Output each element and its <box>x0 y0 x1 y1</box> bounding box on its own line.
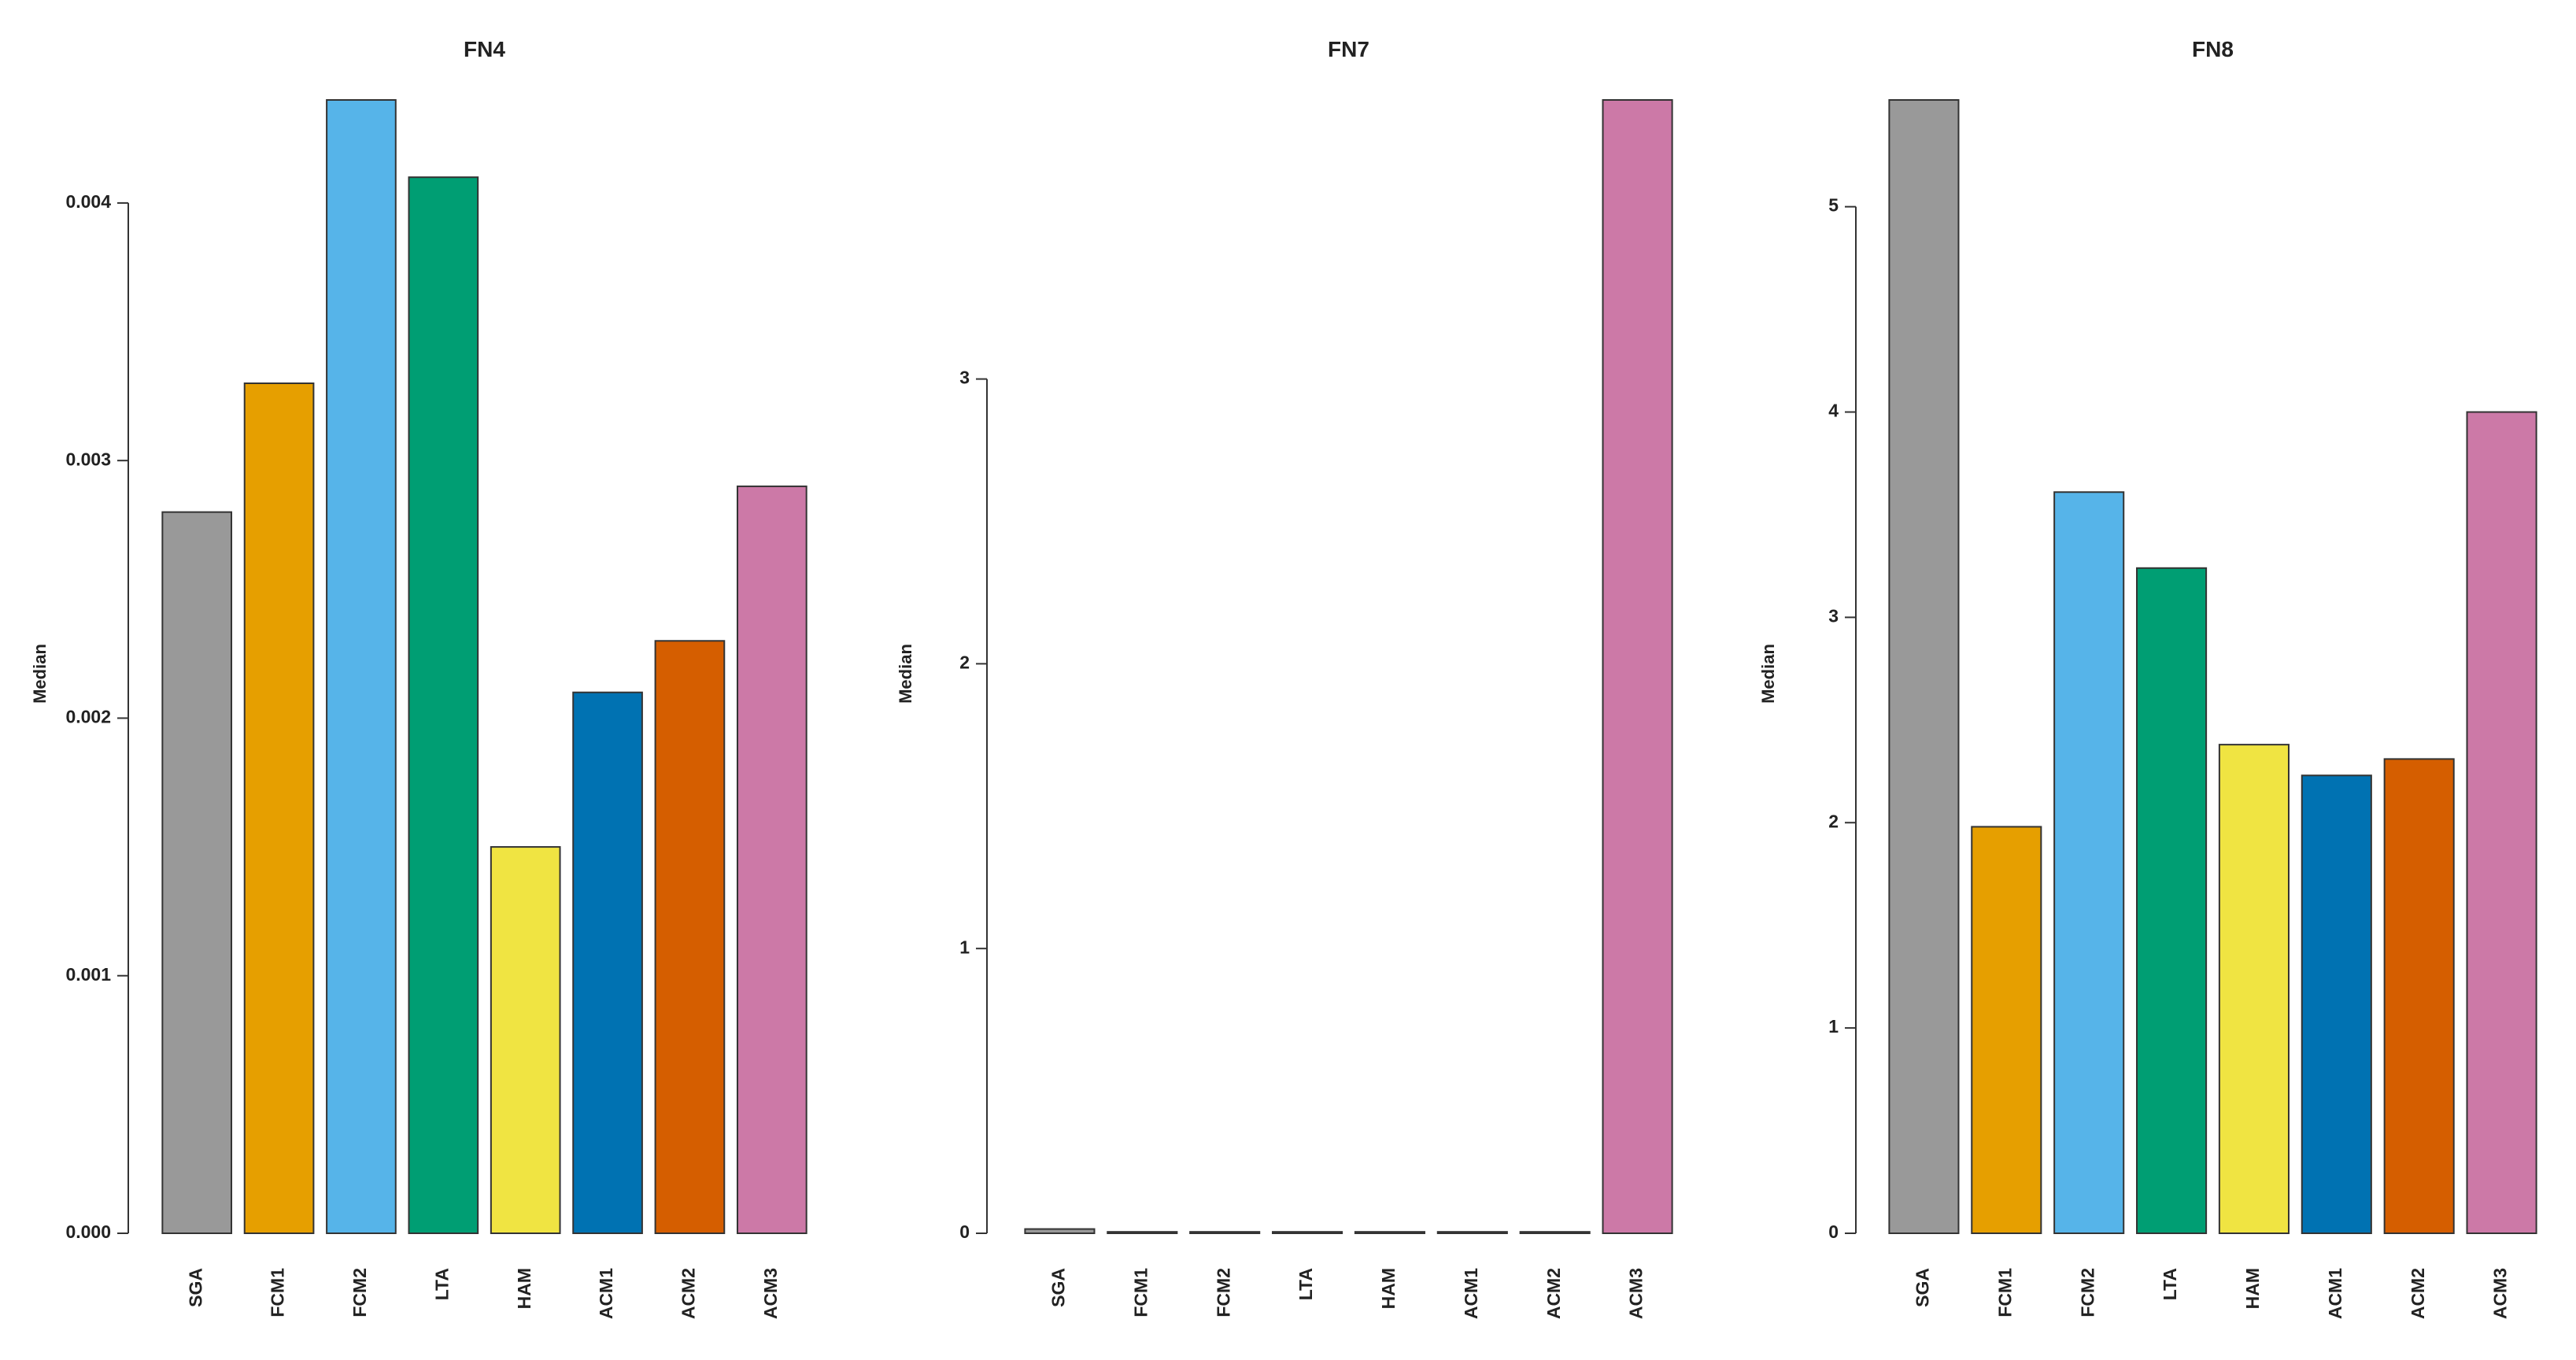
x-tick-label: FCM2 <box>349 1268 370 1318</box>
bar <box>243 382 315 1234</box>
y-tick-label: 0.004 <box>65 191 111 212</box>
bar <box>572 691 643 1234</box>
y-axis-label: Median <box>1758 644 1778 704</box>
y-tick-label: 0.001 <box>65 964 111 985</box>
bar <box>1107 1231 1178 1234</box>
chart-title: FN4 <box>464 37 505 61</box>
bar <box>490 846 561 1235</box>
chart-title: FN7 <box>1328 37 1369 61</box>
bar <box>2053 491 2125 1234</box>
bar <box>2301 774 2372 1234</box>
chart-title: FN8 <box>2192 37 2234 61</box>
x-tick-label: FCM2 <box>2077 1268 2097 1318</box>
x-tick-label: SGA <box>1913 1268 1933 1307</box>
x-tick-label: FCM1 <box>1130 1268 1151 1318</box>
y-tick-label: 0.003 <box>65 449 111 469</box>
x-tick-label: FCM1 <box>268 1268 288 1318</box>
bar <box>1436 1231 1508 1234</box>
bar <box>654 640 726 1234</box>
bar <box>1602 99 1673 1234</box>
bar <box>1971 826 2042 1234</box>
x-tick-label: ACM2 <box>678 1268 699 1319</box>
x-tick-label: ACM1 <box>596 1268 616 1319</box>
bar <box>1189 1231 1261 1234</box>
y-tick-label: 2 <box>1828 811 1839 831</box>
x-tick-label: HAM <box>1378 1268 1399 1309</box>
y-tick-label: 5 <box>1828 195 1839 216</box>
y-tick-label: 0.000 <box>65 1221 111 1242</box>
bar <box>1888 99 1960 1234</box>
bar <box>736 485 808 1234</box>
bar <box>1024 1228 1096 1235</box>
bar <box>1519 1231 1591 1234</box>
y-tick-label: 3 <box>1828 605 1839 626</box>
x-tick-label: HAM <box>2242 1268 2263 1309</box>
bar <box>161 511 233 1234</box>
x-tick-label: HAM <box>514 1268 534 1309</box>
bar <box>2136 567 2208 1234</box>
x-tick-label: ACM2 <box>1543 1268 1564 1319</box>
x-tick-label: FCM1 <box>1994 1268 2015 1318</box>
bar <box>326 99 397 1234</box>
bar <box>408 176 479 1235</box>
x-tick-label: LTA <box>431 1268 452 1300</box>
x-tick-label: ACM3 <box>2490 1268 2511 1319</box>
x-tick-label: SGA <box>1048 1268 1069 1307</box>
y-tick-label: 4 <box>1828 401 1839 421</box>
y-tick-label: 3 <box>959 368 970 388</box>
x-tick-label: FCM2 <box>1213 1268 1233 1318</box>
y-axis-label: Median <box>896 644 915 704</box>
x-tick-label: ACM3 <box>760 1268 781 1319</box>
x-tick-label: ACM1 <box>1461 1268 1481 1319</box>
bar <box>1272 1231 1343 1234</box>
y-tick-label: 0.002 <box>65 707 111 727</box>
bar <box>2383 758 2455 1234</box>
y-tick-label: 0 <box>1828 1221 1839 1242</box>
x-tick-label: LTA <box>1295 1268 1316 1300</box>
x-tick-label: SGA <box>185 1268 205 1307</box>
bar <box>1354 1231 1425 1234</box>
bar <box>2466 411 2537 1234</box>
x-tick-label: ACM1 <box>2325 1268 2345 1319</box>
x-tick-label: ACM3 <box>1626 1268 1646 1319</box>
x-tick-label: ACM2 <box>2408 1268 2428 1319</box>
y-tick-label: 1 <box>959 937 970 957</box>
y-tick-label: 1 <box>1828 1016 1839 1037</box>
y-tick-label: 0 <box>959 1221 970 1242</box>
y-tick-label: 2 <box>959 652 970 672</box>
bar <box>2218 744 2290 1234</box>
y-axis-label: Median <box>30 644 50 704</box>
x-tick-label: LTA <box>2160 1268 2180 1300</box>
